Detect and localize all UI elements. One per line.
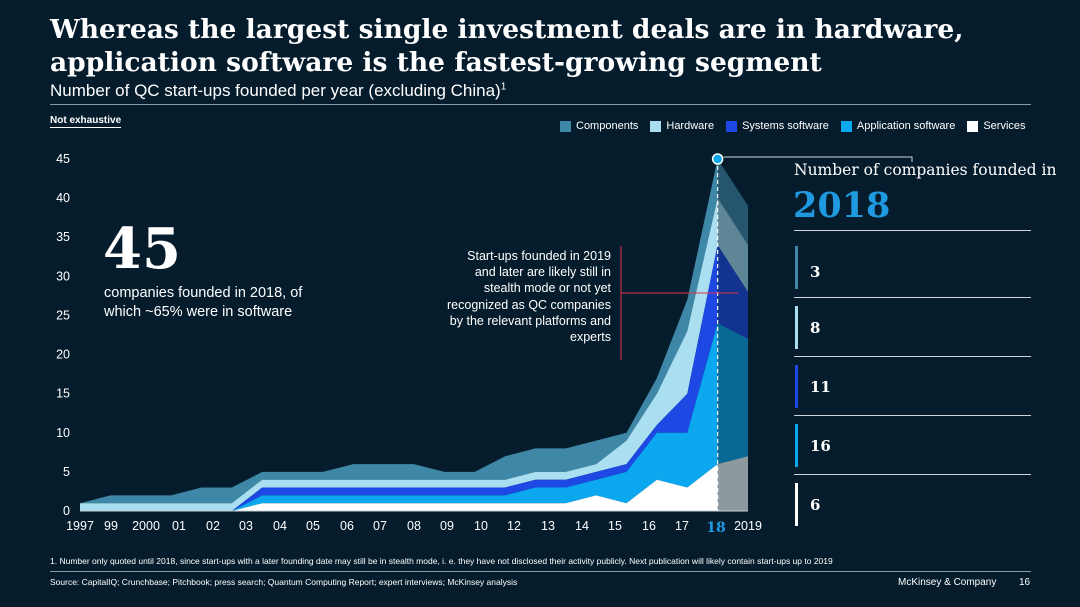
x-tick-label: 12 [507, 519, 521, 533]
y-tick-label: 5 [63, 465, 70, 479]
right-panel-year: 2018 [793, 185, 891, 226]
legend-swatch-application-software [840, 120, 852, 132]
legend-swatch-systems-software [726, 120, 738, 132]
x-tick-label: 02 [206, 519, 220, 533]
y-tick-label: 40 [56, 191, 70, 205]
right-panel-heading: Number of companies founded in [794, 161, 1057, 179]
not-exhaustive-note: Not exhaustive [50, 115, 122, 128]
chart-legend: Components Hardware Systems software App… [560, 120, 1026, 132]
y-tick-label: 35 [56, 230, 70, 244]
source-note: Source: CapitalIQ; Crunchbase; Pitchbook… [50, 577, 518, 587]
x-tick-label: 14 [575, 519, 589, 533]
right-panel-value-services: 6 [810, 496, 821, 514]
legend-item-hardware: Hardware [650, 120, 714, 132]
callout-big-number: 45 [103, 216, 181, 282]
y-tick-label: 30 [56, 269, 70, 283]
y-tick-label: 20 [56, 348, 70, 362]
legend-label-systems-software: Systems software [742, 120, 829, 132]
marker-2018-dot [711, 153, 724, 165]
right-panel-divider [794, 297, 1031, 298]
area-2019-hardware [717, 198, 748, 292]
x-tick-label: 17 [675, 519, 689, 533]
footnote: 1. Number only quoted until 2018, since … [50, 556, 833, 566]
header-divider [50, 104, 1031, 105]
right-panel-value-components: 3 [810, 263, 821, 281]
x-tick-label: 99 [104, 519, 118, 533]
x-tick-label: 06 [340, 519, 354, 533]
y-tick-label: 25 [56, 308, 70, 322]
x-tick-label: 2000 [132, 519, 160, 533]
right-panel-connector [723, 156, 913, 162]
area-2019-services [717, 456, 748, 511]
x-tick-label: 16 [642, 519, 656, 533]
legend-item-services: Services [967, 120, 1026, 132]
x-tick-label: 15 [608, 519, 622, 533]
right-panel-divider [794, 356, 1031, 357]
legend-label-components: Components [576, 120, 639, 132]
area-2019-components [717, 159, 748, 246]
legend-swatch-components [560, 120, 571, 132]
right-panel-divider [794, 415, 1031, 416]
x-tick-label: 01 [172, 519, 186, 533]
legend-item-application-software: Application software [840, 120, 956, 132]
page-title: Whereas the largest single investment de… [50, 14, 964, 78]
area-services [80, 464, 718, 511]
y-tick-label: 15 [56, 387, 70, 401]
right-panel-bar-hardware [795, 306, 798, 349]
right-panel-divider [794, 474, 1031, 475]
right-panel-bar-services [795, 483, 798, 526]
right-panel-bar-application-software [795, 424, 798, 467]
subtitle-footnote-marker: 1 [500, 81, 507, 93]
x-tick-label: 07 [373, 519, 387, 533]
legend-swatch-services [967, 120, 979, 132]
right-panel-value-application-software: 16 [810, 437, 831, 455]
legend-item-components: Components [560, 120, 638, 132]
legend-label-application-software: Application software [856, 120, 956, 132]
x-tick-label-highlight: 18 [706, 520, 725, 536]
legend-label-services: Services [983, 120, 1026, 132]
x-tick-label: 04 [273, 519, 287, 533]
legend-label-hardware: Hardware [666, 120, 715, 132]
area-2019-application-software [717, 323, 748, 465]
subtitle-text: Number of QC start-ups founded per year … [50, 81, 501, 100]
stealth-mode-annotation: Start-ups founded in 2019 and later are … [447, 249, 611, 345]
y-tick-label: 45 [56, 152, 70, 166]
company-name: McKinsey & Company [898, 577, 997, 588]
x-tick-label: 05 [306, 519, 320, 533]
footer-divider [50, 571, 1031, 572]
x-tick-label: 03 [239, 519, 253, 533]
x-tick-label: 09 [440, 519, 454, 533]
x-tick-label: 1997 [66, 519, 94, 533]
area-2019-systems-software [717, 245, 748, 339]
legend-swatch-hardware [650, 120, 662, 132]
chart-subtitle: Number of QC start-ups founded per year … [50, 81, 506, 101]
y-tick-label: 0 [63, 504, 70, 518]
x-tick-label: 13 [541, 519, 555, 533]
legend-item-systems-software: Systems software [726, 120, 829, 132]
right-panel-value-hardware: 8 [810, 319, 821, 337]
x-tick-label: 10 [474, 519, 488, 533]
right-panel-value-systems-software: 11 [810, 378, 831, 396]
x-tick-label: 08 [407, 519, 421, 533]
right-panel-bar-components [795, 246, 798, 289]
page-number: 16 [1019, 577, 1031, 588]
callout-text: companies founded in 2018, of which ~65%… [104, 285, 303, 320]
x-tick-label: 2019 [734, 519, 762, 533]
right-panel-divider [794, 230, 1031, 231]
right-panel-bar-systems-software [795, 365, 798, 408]
y-tick-label: 10 [56, 426, 70, 440]
